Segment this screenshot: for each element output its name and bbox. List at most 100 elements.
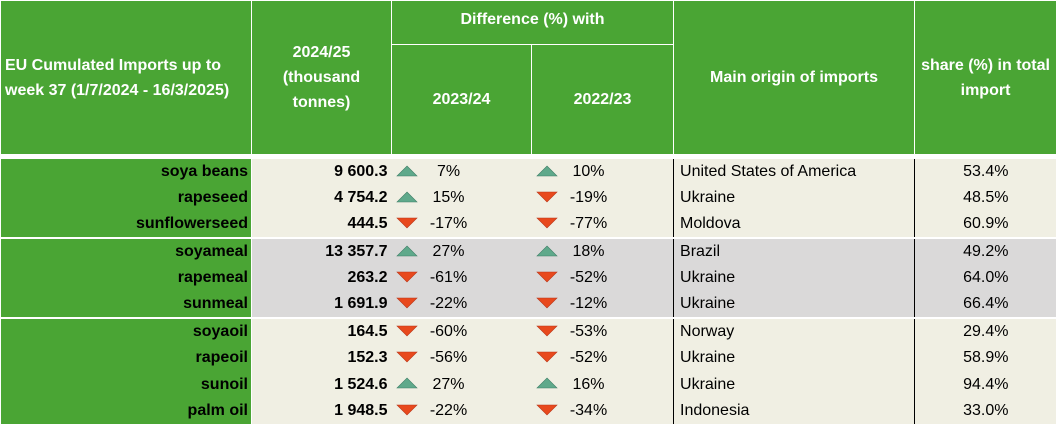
diff-2023-24-cell: -22% [391,291,532,319]
diff-2023-24-value: -22% [429,402,468,420]
volume-cell: 164.5 [251,317,392,345]
diff-2023-24-cell: 27% [391,237,532,265]
up-arrow-icon [395,377,420,391]
share-cell: 49.2% [914,237,1056,265]
diff-2023-24-cell: -17% [391,211,532,239]
product-label: rapeoil [0,344,252,372]
up-arrow-icon [395,165,420,179]
diff-2022-23-cell: -52% [531,264,674,292]
down-arrow-icon [395,404,420,418]
product-label: soyameal [0,237,252,265]
origin-cell: Ukraine [673,291,916,319]
header-share: share (%) in total import [914,0,1056,155]
table-row: rapemeal 263.2 -61% -52% Ukraine 64.0% [0,264,1056,292]
share-cell: 66.4% [914,291,1056,319]
up-arrow-icon [395,191,420,205]
diff-2023-24-value: 27% [432,375,465,393]
diff-2022-23-value: -19% [569,189,608,207]
table-row: soya beans 9 600.3 7% 10% United States of A… [0,158,1056,186]
volume-cell: 444.5 [251,211,392,239]
diff-2022-23-cell: -12% [531,291,674,319]
product-label: rapemeal [0,264,252,292]
diff-2022-23-value: 18% [572,243,605,261]
origin-cell: United States of America [673,158,916,186]
origin-cell: Ukraine [673,371,916,398]
product-label: sunflowerseed [0,211,252,239]
header-title: EU Cumulated Imports up to week 37 (1/7/… [0,0,252,155]
product-label: soya beans [0,158,252,186]
share-cell: 48.5% [914,185,1056,212]
down-arrow-icon [535,297,560,311]
diff-2022-23-cell: -19% [531,185,674,212]
down-arrow-icon [395,297,420,311]
diff-2023-24-cell: -60% [391,317,532,345]
origin-cell: Moldova [673,211,916,239]
header-year-2022-23: 2022/23 [530,44,675,155]
product-label: rapeseed [0,185,252,212]
share-cell: 58.9% [914,344,1056,372]
diff-2023-24-cell: 15% [391,185,532,212]
down-arrow-icon [535,351,560,365]
diff-2022-23-cell: -53% [531,317,674,345]
product-label: sunoil [0,371,252,398]
diff-2023-24-value: -60% [429,322,468,340]
table-row: rapeoil 152.3 -56% -52% Ukraine 58.9% [0,344,1056,372]
down-arrow-icon [535,217,560,231]
up-arrow-icon [535,377,560,391]
origin-cell: Ukraine [673,264,916,292]
volume-cell: 1 691.9 [251,291,392,319]
header-origin: Main origin of imports [673,0,916,155]
table-row: palm oil 1 948.5 -22% -34% Indonesia 33.0% [0,397,1056,425]
down-arrow-icon [535,271,560,285]
diff-2022-23-value: -53% [569,322,608,340]
diff-2022-23-value: -12% [569,295,608,313]
share-cell: 64.0% [914,264,1056,292]
diff-2023-24-cell: -22% [391,397,532,425]
diff-2022-23-cell: -34% [531,397,674,425]
down-arrow-icon [395,217,420,231]
up-arrow-icon [395,245,420,259]
diff-2022-23-cell: -77% [531,211,674,239]
diff-2022-23-cell: 16% [531,371,674,398]
table-row: sunoil 1 524.6 27% 16% Ukraine 94.4% [0,371,1056,398]
origin-cell: Indonesia [673,397,916,425]
volume-cell: 1 948.5 [251,397,392,425]
diff-2023-24-value: 7% [436,162,461,180]
diff-2022-23-value: -34% [569,402,608,420]
header-volume: 2024/25 (thousand tonnes) [251,0,392,155]
diff-2022-23-value: -77% [569,215,608,233]
down-arrow-icon [535,191,560,205]
up-arrow-icon [535,245,560,259]
product-label: soyaoil [0,317,252,345]
diff-2023-24-cell: -56% [391,344,532,372]
diff-2022-23-cell: 18% [531,237,674,265]
origin-cell: Brazil [673,237,916,265]
share-cell: 29.4% [914,317,1056,345]
share-cell: 94.4% [914,371,1056,398]
diff-2023-24-cell: 7% [391,158,532,186]
diff-2023-24-value: -61% [429,269,468,287]
down-arrow-icon [395,271,420,285]
down-arrow-icon [535,325,560,339]
volume-cell: 152.3 [251,344,392,372]
table-body: soya beans 9 600.3 7% 10% United States of A… [0,154,1056,425]
header-year-2023-24: 2023/24 [391,44,532,155]
volume-cell: 4 754.2 [251,185,392,212]
volume-cell: 1 524.6 [251,371,392,398]
diff-2022-23-value: -52% [569,269,608,287]
header-difference: Difference (%) with [390,0,675,45]
down-arrow-icon [395,351,420,365]
up-arrow-icon [535,165,560,179]
product-label: palm oil [0,397,252,425]
diff-2022-23-value: -52% [569,348,608,366]
origin-cell: Ukraine [673,185,916,212]
table-row: sunflowerseed 444.5 -17% -77% Moldova 60.9% [0,211,1056,239]
product-label: sunmeal [0,291,252,319]
diff-2022-23-value: 16% [572,375,605,393]
table-row: sunmeal 1 691.9 -22% -12% Ukraine 66.4% [0,291,1056,319]
diff-2023-24-value: 27% [432,243,465,261]
share-cell: 53.4% [914,158,1056,186]
volume-cell: 9 600.3 [251,158,392,186]
down-arrow-icon [395,325,420,339]
